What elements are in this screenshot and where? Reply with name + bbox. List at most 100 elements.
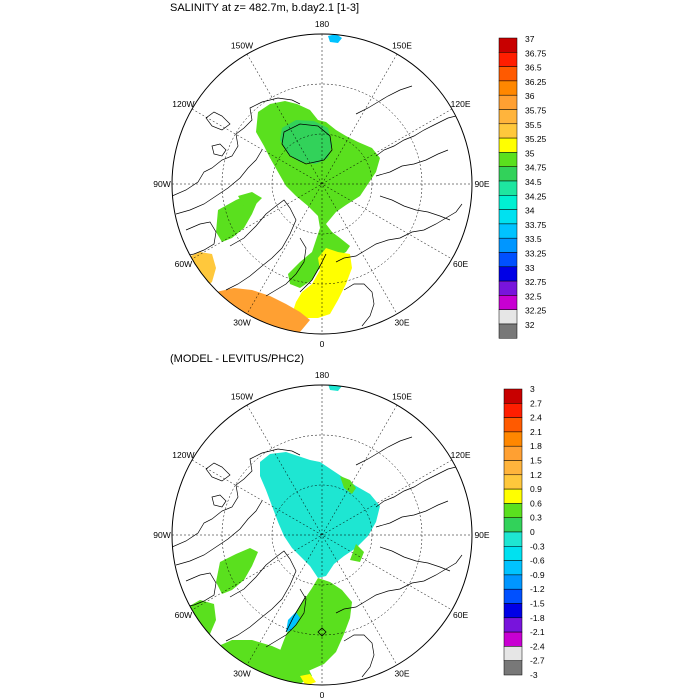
top-colorbar-box [498, 166, 518, 182]
top-lon-label: 60W [175, 259, 192, 269]
bottom-yellow-fill [300, 674, 316, 685]
bottom-lon-label: 150W [231, 391, 253, 401]
bottom-colorbar-box [503, 503, 523, 518]
top-colorbar-box [498, 309, 518, 325]
bottom-coastlines [172, 436, 463, 678]
top-lon-label: 30E [394, 318, 409, 328]
top-colorbar-label: 33.25 [525, 249, 547, 259]
bottom-labrador-green-fill [216, 548, 258, 594]
top-colorbar-label: 32.25 [525, 306, 547, 316]
top-lon-label: 90W [153, 179, 170, 189]
bottom-colorbar-box [503, 617, 523, 633]
bottom-colorbar-label: 2.7 [530, 398, 542, 408]
bottom-colorbar-box [503, 531, 523, 547]
bottom-colorbar-label: -2.1 [530, 627, 545, 637]
bottom-blue-fill [286, 612, 300, 632]
top-lon-label: 60E [453, 259, 468, 269]
top-colorbar-label: 32 [525, 320, 535, 330]
bottom-colorbar-label: 3 [530, 384, 535, 394]
bottom-lon-label: 90E [474, 530, 489, 540]
bottom-arctic-basin-fill [260, 452, 380, 578]
top-colorbar-box [498, 94, 518, 110]
top-colorbar-label: 36 [525, 91, 535, 101]
top-colorbar-box [498, 137, 518, 153]
bottom-colorbar-label: 1.5 [530, 456, 542, 466]
top-labsea-orange-fill [186, 252, 216, 290]
top-map: 180 150E 120E 90E 60E 30E 0 30W 60W 90W 120W 150W [153, 19, 490, 349]
top-colorbar-box [498, 37, 518, 53]
bottom-bering-blue-fill [328, 385, 342, 391]
bottom-colorbar-label: -0.6 [530, 556, 545, 566]
top-colorbar-label: 35.25 [525, 134, 547, 144]
top-colorbar-box [498, 123, 518, 139]
top-lon-label: 120E [451, 99, 471, 109]
bottom-colorbar-label: -2.4 [530, 641, 545, 651]
top-lon-label: 0 [320, 339, 325, 349]
top-colorbar-box [498, 252, 518, 268]
bottom-colorbar-label: -0.3 [530, 541, 545, 551]
bottom-map: 180 150E 120E 90E 60E 30E 0 30W 60W 90W 120W 150W [153, 370, 490, 700]
bottom-colorbar-label: -1.8 [530, 613, 545, 623]
top-colorbar-box [498, 280, 518, 296]
bottom-colorbar-box [503, 603, 523, 619]
top-colorbar-label: 32.75 [525, 277, 547, 287]
top-lon-label: 150W [231, 40, 253, 50]
top-lon-label: 120W [172, 99, 194, 109]
bottom-colorbar-label: 1.8 [530, 441, 542, 451]
top-colorbar-label: 34.75 [525, 163, 547, 173]
bottom-colorbar-label: 0 [530, 527, 535, 537]
top-hudson-green-fill [238, 192, 262, 206]
bottom-nordic-green-fill [278, 578, 352, 672]
bottom-colorbar-label: -3 [530, 670, 538, 680]
bottom-contour-1 [285, 595, 307, 633]
bottom-colorbar-box [503, 403, 523, 418]
top-colorbar-box [498, 52, 518, 67]
bottom-lon-label: 120W [172, 450, 194, 460]
bottom-colorbar-label: -1.2 [530, 584, 545, 594]
bottom-colorbar-box [503, 646, 523, 661]
top-colorbar-box [498, 109, 518, 125]
top-panel-title: SALINITY at z= 482.7m, b.day2.1 [1-3] [170, 2, 360, 14]
bottom-colorbar-label: -0.9 [530, 570, 545, 580]
bottom-colorbar-box [503, 546, 523, 561]
bottom-colorbar-label: 0.9 [530, 484, 542, 494]
top-contour-2 [299, 253, 327, 293]
top-graticule [172, 34, 472, 334]
top-coastlines [172, 85, 463, 327]
top-contour-1 [281, 123, 333, 165]
bottom-colorbar-label: -1.5 [530, 599, 545, 609]
top-colorbar-label: 36.25 [525, 77, 547, 87]
top-colorbar-label: 33.5 [525, 234, 542, 244]
bottom-colorbar-box [503, 631, 523, 647]
top-colorbar-box [498, 195, 518, 210]
bottom-lon-label: 30W [233, 669, 250, 679]
top-colorbar-label: 33 [525, 263, 535, 273]
bottom-lon-label: 30E [394, 669, 409, 679]
top-longitude-labels: 180 150E 120E 90E 60E 30E 0 30W 60W 90W 120W 150W [153, 19, 490, 349]
bottom-contour-2 [317, 627, 327, 637]
top-colorbar-label: 36.5 [525, 63, 542, 73]
bottom-colorbar-box [503, 474, 523, 490]
top-colorbar-label: 34 [525, 206, 535, 216]
bottom-colorbar-box [503, 417, 523, 433]
top-colorbar-box [498, 152, 518, 167]
top-colorbar-label: 34.25 [525, 191, 547, 201]
bottom-colorbar-label: -2.7 [530, 656, 545, 666]
bottom-siberian-green-fill [340, 476, 356, 494]
top-colorbar-label: 35.75 [525, 106, 547, 116]
bottom-colorbar-box [503, 560, 523, 576]
bottom-colorbar-box [503, 574, 523, 590]
bottom-colorbar-box [503, 388, 523, 404]
bottom-colorbar-box [503, 488, 523, 504]
bottom-graticule [172, 385, 472, 685]
bottom-panel-title: (MODEL - LEVITUS/PHC2) [170, 353, 305, 365]
top-lon-label: 30W [233, 318, 250, 328]
top-colorbar-box [498, 80, 518, 96]
top-colorbar-box [498, 237, 518, 253]
bottom-lon-label: 0 [320, 690, 325, 700]
top-labrador-green-fill [216, 194, 258, 242]
bottom-colorbar-box [503, 431, 523, 447]
bottom-colorbar: 3 2.7 2.4 2.1 1.8 1.5 1.2 0.9 0.6 0.3 0 -0.3 -0.6 -0.… [503, 384, 545, 680]
top-colorbar-box [498, 209, 518, 225]
